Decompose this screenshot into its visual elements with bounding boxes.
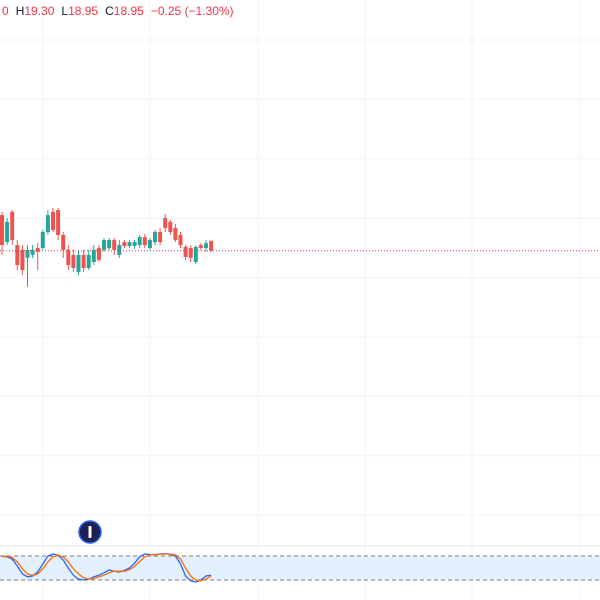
candle-body [61, 234, 66, 250]
candle-body [56, 210, 61, 235]
legend-value: 18.95 [114, 4, 144, 18]
candle-body [147, 240, 152, 249]
candle-body [142, 237, 147, 246]
candle-body [66, 249, 71, 265]
candle-body [91, 249, 96, 262]
candle-body [5, 221, 10, 243]
candle-body [137, 237, 142, 246]
candle-body [0, 215, 4, 246]
open-fragment: 0 [2, 4, 9, 18]
candle-body [96, 248, 101, 260]
candle-body [15, 245, 20, 265]
candle-body [20, 249, 25, 270]
candle-body [198, 245, 203, 249]
candle-body [107, 240, 112, 249]
candle-body [112, 240, 117, 250]
legend-value: 19.30 [24, 4, 54, 18]
ohlc-legend: 0 H19.30 L18.95 C18.95 −0.25 (−1.30%) [2, 4, 234, 18]
candle-body [102, 240, 106, 250]
legend-change: −0.25 (−1.30%) [151, 4, 234, 18]
candle-body [188, 248, 193, 258]
candle-body [30, 249, 35, 255]
candle-body [158, 232, 163, 243]
candle-body [132, 242, 137, 246]
oscillator-band [0, 556, 600, 580]
candle-body [51, 211, 55, 230]
legend-value: 18.95 [68, 4, 98, 18]
legend-key: H [16, 4, 25, 18]
candle-body [193, 246, 198, 262]
candle-body [173, 227, 178, 241]
candle-body [204, 243, 208, 249]
candle-body [81, 254, 86, 268]
candle-body [209, 240, 214, 251]
oscillator-line [1, 553, 212, 582]
candle-body [71, 254, 76, 268]
candle-body [183, 246, 188, 257]
candle-body [122, 242, 127, 246]
candle-body [127, 242, 132, 246]
candle-body [163, 218, 168, 228]
candle-body [25, 249, 30, 258]
event-badge[interactable] [78, 520, 102, 544]
candle-body [117, 245, 122, 255]
legend-key: C [105, 4, 114, 18]
oscillator-line [1, 552, 212, 583]
plot [0, 207, 600, 583]
candle-body [178, 234, 183, 246]
event-badge-icon [88, 526, 92, 538]
candle-body [45, 215, 50, 233]
candle-body [168, 221, 173, 233]
candle-body [10, 211, 15, 241]
candle-body [86, 254, 91, 268]
candle-body [153, 232, 157, 243]
legend-key: L [61, 4, 68, 18]
candle-body [40, 232, 45, 249]
candle-body [35, 248, 40, 252]
candle-body [76, 254, 81, 273]
